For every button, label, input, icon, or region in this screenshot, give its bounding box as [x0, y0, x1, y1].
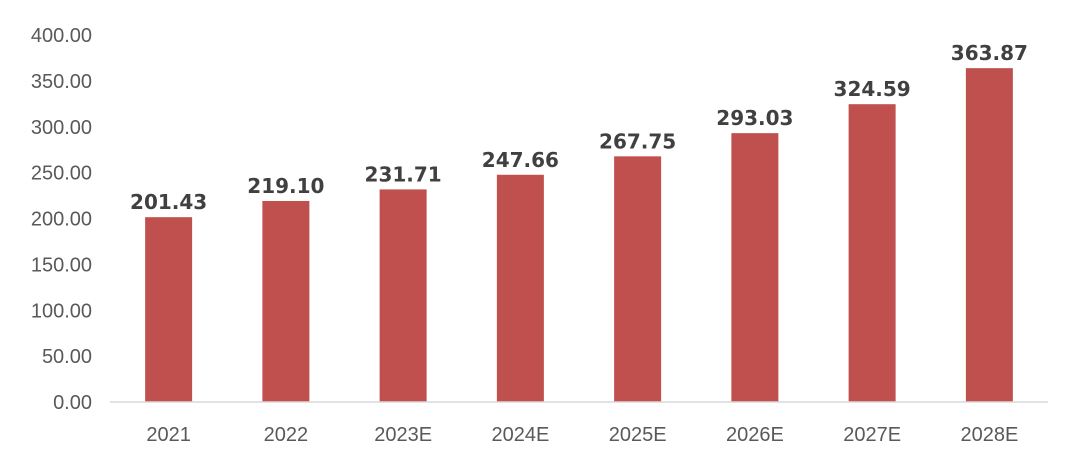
x-tick-label-2022: 2022	[264, 424, 309, 446]
bar-2025E	[614, 156, 662, 402]
x-tick-label-2021: 2021	[146, 424, 191, 446]
bar-2021	[145, 217, 193, 402]
x-tick-label-2026E: 2026E	[726, 424, 784, 446]
x-axis-tick-labels: 2021 2022 2023E 2024E 2025E 2026E 2027E 2028E	[146, 424, 1018, 446]
bar-2028E	[965, 68, 1013, 402]
bar-2023E	[379, 189, 427, 402]
y-tick-label: 400.00	[31, 25, 92, 47]
y-tick-label: 100.00	[31, 300, 92, 322]
data-label-2028E: 363.87	[951, 41, 1028, 65]
y-tick-label: 200.00	[31, 209, 92, 231]
x-tick-label-2025E: 2025E	[609, 424, 667, 446]
data-label-2026E: 293.03	[716, 106, 793, 130]
y-tick-label: 350.00	[31, 71, 92, 93]
bar-2027E	[848, 104, 896, 403]
data-label-2023E: 231.71	[365, 162, 442, 186]
y-axis-tick-labels: 0.00 50.00 100.00 150.00 200.00 250.00 300.00 3…	[31, 25, 92, 414]
data-label-2027E: 324.59	[834, 77, 911, 101]
data-label-2021: 201.43	[130, 190, 207, 214]
data-label-2024E: 247.66	[482, 148, 559, 172]
bar-series	[145, 68, 1013, 403]
bar-2026E	[731, 133, 779, 403]
data-labels: 201.43 219.10 231.71 247.66 267.75 293.03 324.…	[130, 41, 1028, 214]
data-label-2025E: 267.75	[599, 129, 676, 153]
bar-2022	[262, 200, 310, 402]
data-label-2022: 219.10	[247, 174, 324, 198]
x-tick-label-2027E: 2027E	[843, 424, 901, 446]
y-tick-label: 250.00	[31, 163, 92, 185]
x-tick-label-2024E: 2024E	[491, 424, 549, 446]
y-tick-label: 300.00	[31, 117, 92, 139]
x-tick-label-2028E: 2028E	[960, 424, 1018, 446]
y-tick-label: 50.00	[42, 346, 92, 368]
y-tick-label: 150.00	[31, 254, 92, 276]
y-tick-label: 0.00	[53, 392, 92, 414]
bar-2024E	[496, 174, 544, 402]
x-tick-label-2023E: 2023E	[374, 424, 432, 446]
